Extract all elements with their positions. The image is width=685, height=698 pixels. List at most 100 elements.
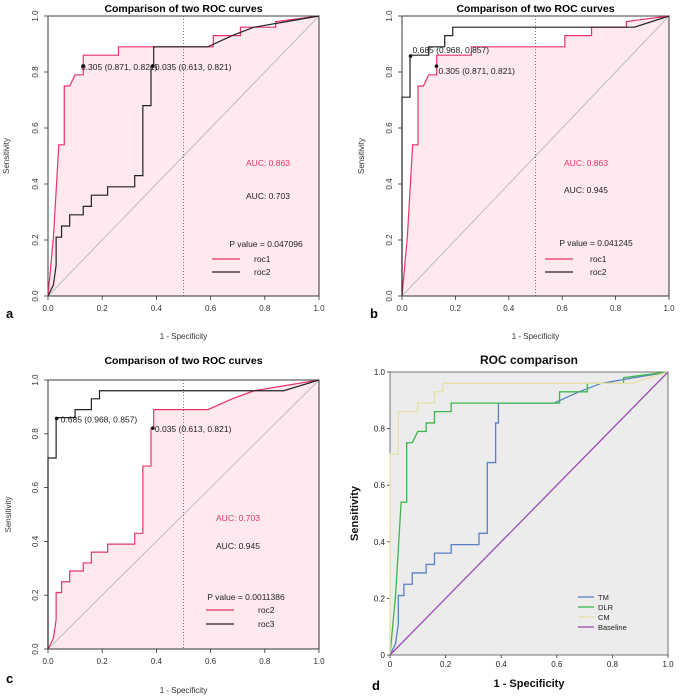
y-tick-label: 0.8 (31, 428, 40, 440)
y-tick-label: 1.0 (31, 374, 40, 386)
y-tick-label: 0.8 (374, 425, 386, 434)
auc-annotation: AUC: 0.945 (564, 185, 608, 195)
x-tick-label: 0.4 (503, 304, 515, 313)
y-tick-label: 0.4 (385, 178, 394, 190)
roc-curve-cm (389, 371, 669, 655)
chance-diagonal (401, 15, 670, 297)
y-tick-label: 0.2 (31, 589, 40, 601)
legend-label: roc2 (254, 267, 271, 277)
cutoff-label: 0.685 (0.968, 0.857) (61, 414, 138, 424)
legend-label: roc3 (258, 619, 275, 629)
y-tick-label: 0.8 (385, 66, 394, 78)
x-axis-label: 1 - Specificity (160, 686, 208, 695)
x-tick-label: 0.4 (151, 657, 163, 666)
y-tick-label: 0.8 (31, 66, 40, 78)
roc-curve-baseline (389, 371, 669, 656)
roc-panel-a: 0.0 0.2 0.4 0.6 0.8 1.0 0.0 0.2 0.4 0.6 0.8 1.0 Comp… (2, 3, 325, 341)
y-axis-label: Sensitivity (357, 138, 366, 174)
legend-label: Baseline (598, 623, 627, 632)
cutoff-point (151, 64, 155, 68)
cutoff-point (408, 54, 413, 58)
chart-title: Comparison of two ROC curves (104, 355, 262, 367)
legend-label: roc2 (590, 267, 607, 277)
x-tick-label: 0.0 (396, 304, 408, 313)
y-tick-label: 0.6 (374, 481, 386, 490)
x-tick-label: 0.8 (259, 304, 271, 313)
y-tick-label: 0.4 (374, 538, 386, 547)
x-tick-label: 0.4 (151, 304, 163, 313)
x-tick-label: 1.0 (662, 660, 674, 669)
y-tick-label: 0.4 (31, 178, 40, 190)
cutoff-label: 0.305 (0.871, 0.821) (438, 66, 515, 76)
roc-curve-roc3 (47, 379, 320, 649)
x-axis-label: 1 - Specificity (160, 332, 208, 341)
roc-panel-c: 0.0 0.2 0.4 0.6 0.8 1.0 0.0 0.2 0.4 0.6 0.8 1.0 Comp… (4, 355, 325, 695)
chance-diagonal (47, 379, 320, 650)
y-axis-label: Sensitivity (349, 485, 361, 541)
auc-annotation: AUC: 0.703 (246, 191, 290, 201)
chart-title: ROC comparison (480, 353, 578, 367)
cutoff-label: 0.685 (0.968, 0.857) (413, 45, 490, 55)
cutoff-point (151, 426, 155, 430)
y-tick-label: 0.2 (385, 234, 394, 246)
legend-label: DLR (598, 603, 614, 612)
y-tick-label: 0.6 (385, 122, 394, 134)
x-tick-label: 0.4 (496, 660, 508, 669)
chart-title: Comparison of two ROC curves (104, 3, 262, 15)
y-tick-label: 0.4 (31, 535, 40, 547)
panel-label: c (6, 671, 13, 686)
x-tick-label: 0.8 (607, 660, 619, 669)
cutoff-point (434, 64, 439, 68)
roc-curve-roc1 (47, 15, 320, 297)
x-tick-label: 1.0 (313, 304, 325, 313)
x-tick-label: 0.2 (97, 657, 109, 666)
roc-curve-roc2 (401, 15, 670, 296)
x-tick-label: 1.0 (663, 304, 675, 313)
p-value-annotation: P value = 0.047096 (229, 239, 303, 249)
legend-label: TM (598, 593, 609, 602)
x-tick-label: 0.2 (450, 304, 462, 313)
x-tick-label: 0.8 (610, 304, 622, 313)
x-tick-label: 0.0 (42, 657, 54, 666)
x-tick-label: 0 (388, 660, 393, 669)
x-tick-label: 0.2 (97, 304, 109, 313)
y-tick-label: 1.0 (31, 10, 40, 22)
legend-label: roc1 (590, 254, 607, 264)
x-tick-label: 0.6 (205, 657, 217, 666)
p-value-annotation: P value = 0.0011386 (207, 592, 285, 602)
cutoff-label: 0.305 (0.871, 0.821) (81, 62, 158, 72)
y-axis-label: Sensitivity (4, 496, 13, 532)
auc-annotation: AUC: 0.945 (216, 541, 260, 551)
cutoff-label: 0.035 (0.613, 0.821) (155, 62, 232, 72)
y-tick-label: 0.0 (385, 290, 394, 302)
x-tick-label: 0.8 (259, 657, 271, 666)
y-tick-label: 0.0 (31, 290, 40, 302)
chance-diagonal (47, 15, 320, 297)
x-axis-label: 1 - Specificity (512, 332, 560, 341)
panel-label: a (6, 306, 14, 321)
cutoff-point (81, 64, 85, 68)
y-tick-label: 0.6 (31, 122, 40, 134)
cutoff-point (54, 416, 59, 421)
y-axis-label: Sensitivity (2, 138, 11, 174)
chart-title: Comparison of two ROC curves (456, 3, 614, 15)
y-tick-label: 0.2 (374, 594, 386, 603)
x-tick-label: 1.0 (313, 657, 325, 666)
roc-panel-b: 0.0 0.2 0.4 0.6 0.8 1.0 0.0 0.2 0.4 0.6 0.8 1.0 Comp… (357, 3, 675, 341)
y-tick-label: 0.2 (31, 234, 40, 246)
x-tick-label: 0.2 (440, 660, 452, 669)
y-tick-label: 0.0 (31, 643, 40, 655)
y-tick-label: 1.0 (374, 368, 386, 377)
y-tick-label: 0.6 (31, 481, 40, 493)
roc-curve-dlr (389, 371, 669, 656)
panel-label: d (372, 678, 380, 693)
auc-annotation: AUC: 0.863 (564, 158, 608, 168)
p-value-annotation: P value = 0.041245 (559, 238, 633, 248)
legend-label: roc2 (258, 605, 275, 615)
cutoff-label: 0.035 (0.613, 0.821) (155, 424, 232, 434)
y-tick-label: 1.0 (385, 10, 394, 22)
x-tick-label: 0.0 (42, 304, 54, 313)
y-tick-label: 0 (381, 651, 386, 660)
auc-annotation: AUC: 0.703 (216, 513, 260, 523)
